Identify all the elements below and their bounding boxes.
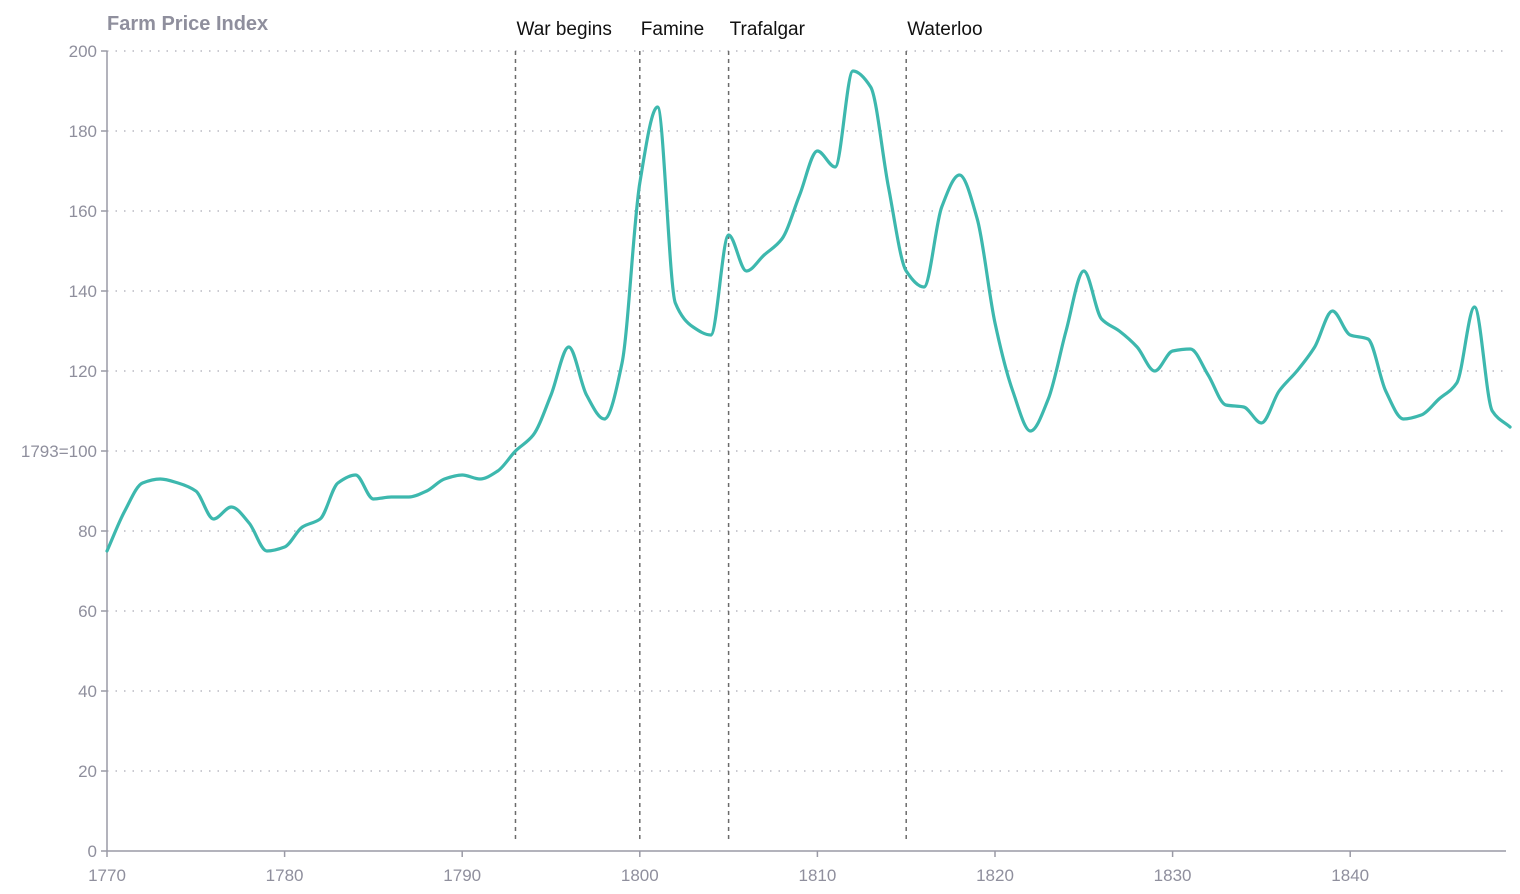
y-tick-label: 1793=100 (21, 442, 97, 461)
x-tick-label: 1820 (976, 866, 1014, 885)
x-tick-label: 1770 (88, 866, 126, 885)
y-tick-label: 80 (78, 522, 97, 541)
x-tick-label: 1840 (1331, 866, 1369, 885)
y-tick-label: 140 (69, 282, 97, 301)
y-tick-label: 60 (78, 602, 97, 621)
y-tick-label: 160 (69, 202, 97, 221)
y-axis-ticks: 0 20 40 60 80 1793=100 120 140 160 180 200 (21, 42, 107, 861)
y-tick-label: 20 (78, 762, 97, 781)
gridlines (107, 50, 1506, 772)
x-tick-label: 1830 (1154, 866, 1192, 885)
x-tick-label: 1780 (266, 866, 304, 885)
y-axis-title: Farm Price Index (107, 13, 268, 35)
event-markers: War begins Famine Trafalgar Waterloo (514, 19, 983, 842)
x-tick-label: 1800 (621, 866, 659, 885)
y-tick-label: 180 (69, 122, 97, 141)
y-tick-label: 40 (78, 682, 97, 701)
event-label: Waterloo (907, 19, 982, 40)
event-label: Trafalgar (730, 19, 806, 40)
x-tick-label: 1810 (798, 866, 836, 885)
y-tick-label: 0 (88, 842, 97, 861)
x-axis-ticks: 1770 1780 1790 1800 1810 1820 1830 1840 (88, 851, 1369, 885)
event-label: Famine (641, 19, 704, 40)
series-line-farm-price-index (105, 69, 1512, 553)
y-tick-label: 120 (69, 362, 97, 381)
series-layer (105, 69, 1512, 553)
y-tick-label: 200 (69, 42, 97, 61)
x-tick-label: 1790 (443, 866, 481, 885)
event-label: War begins (516, 19, 611, 40)
